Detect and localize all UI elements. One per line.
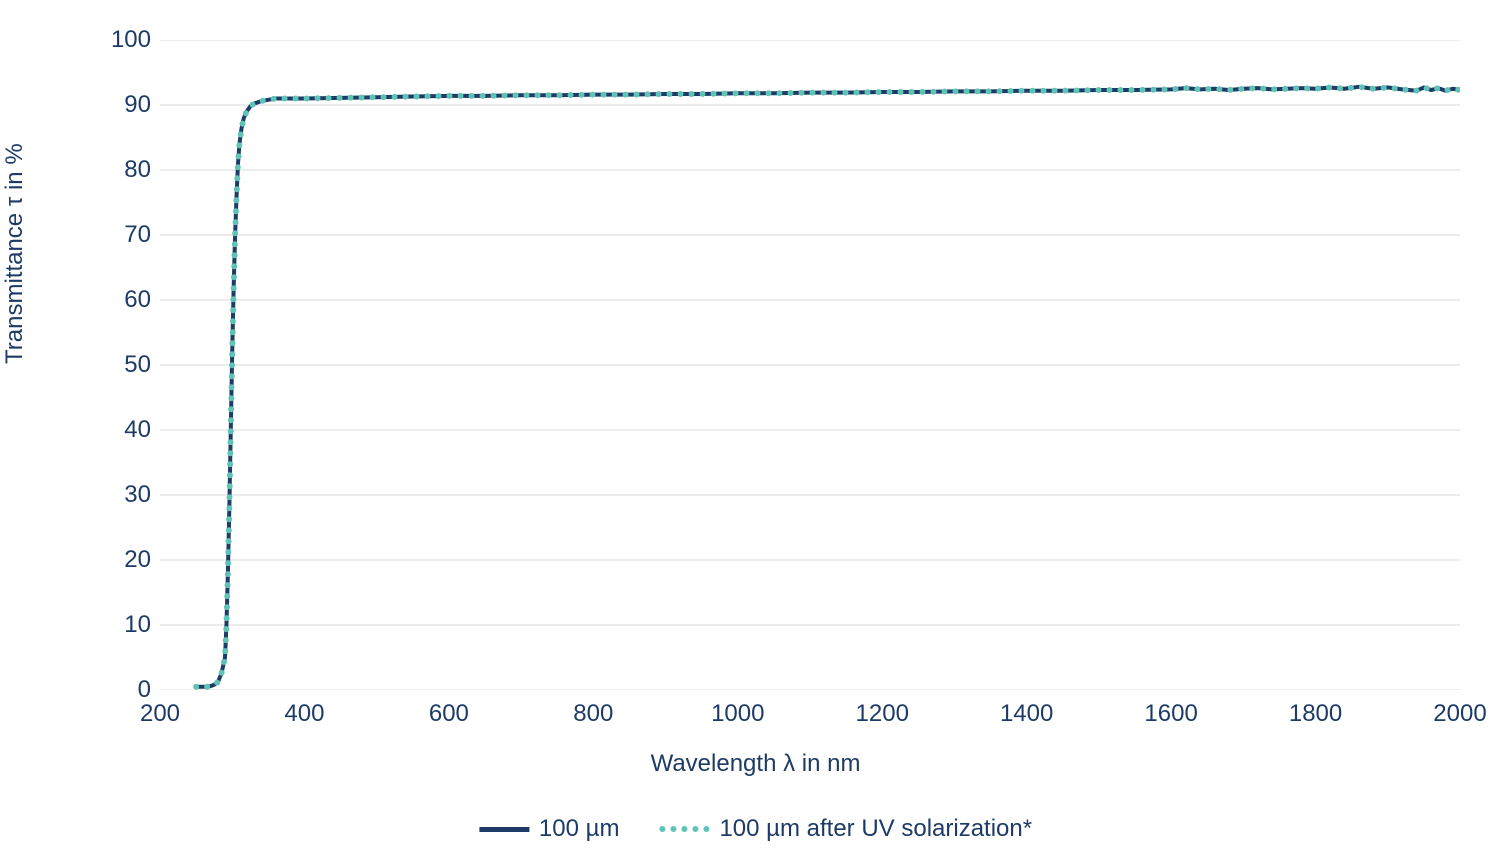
- y-tick-label: 100: [91, 26, 151, 54]
- x-tick-label: 200: [140, 700, 180, 728]
- x-tick-label: 1200: [856, 700, 909, 728]
- x-tick-label: 1600: [1144, 700, 1197, 728]
- x-tick-label: 600: [429, 700, 469, 728]
- y-tick-label: 30: [91, 481, 151, 509]
- x-tick-label: 1400: [1000, 700, 1053, 728]
- y-tick-label: 50: [91, 351, 151, 379]
- x-tick-label: 800: [573, 700, 613, 728]
- x-tick-label: 400: [284, 700, 324, 728]
- series-dots-100um-uv: [193, 84, 1460, 690]
- plot-svg: [160, 40, 1460, 690]
- x-axis-title: Wavelength λ in nm: [651, 750, 861, 778]
- y-tick-label: 60: [91, 286, 151, 314]
- y-tick-label: 20: [91, 546, 151, 574]
- y-tick-label: 70: [91, 221, 151, 249]
- y-axis-title: Transmittance τ in %: [1, 143, 29, 364]
- series-line-100um: [196, 87, 1460, 687]
- legend-label-1: 100 µm: [539, 815, 620, 843]
- legend-swatch-dotted: [659, 827, 709, 832]
- y-tick-label: 10: [91, 611, 151, 639]
- legend-swatch-solid: [479, 827, 529, 832]
- transmittance-chart: Transmittance τ in % 0102030405060708090…: [0, 0, 1511, 863]
- y-tick-label: 40: [91, 416, 151, 444]
- y-tick-label: 80: [91, 156, 151, 184]
- legend-item-solid: 100 µm: [479, 815, 620, 843]
- x-tick-label: 1000: [711, 700, 764, 728]
- x-tick-label: 2000: [1433, 700, 1486, 728]
- x-tick-label: 1800: [1289, 700, 1342, 728]
- y-tick-label: 90: [91, 91, 151, 119]
- legend-item-dotted: 100 µm after UV solarization*: [659, 815, 1032, 843]
- legend-label-2: 100 µm after UV solarization*: [719, 815, 1032, 843]
- legend: 100 µm 100 µm after UV solarization*: [479, 815, 1032, 843]
